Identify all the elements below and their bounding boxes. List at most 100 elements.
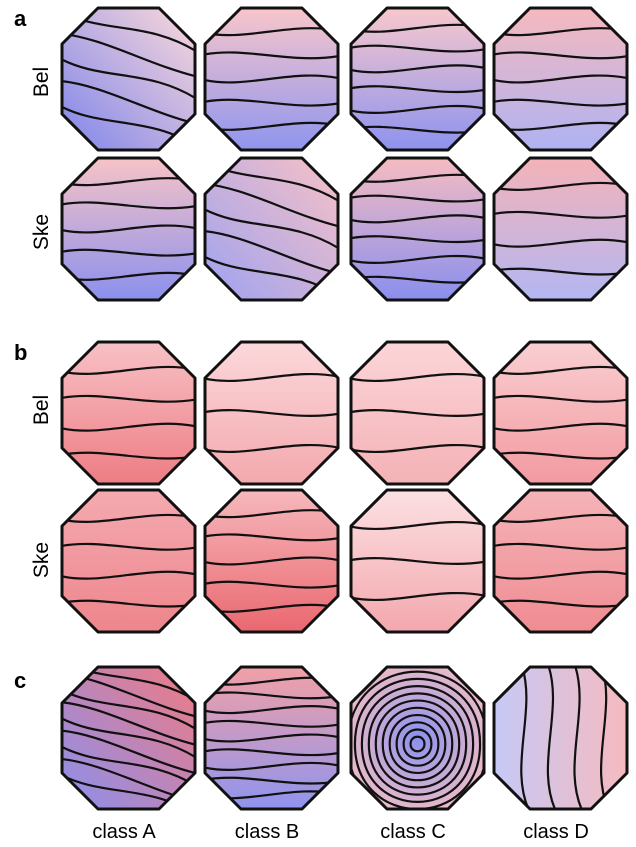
- topomap-a-r1-c3: [349, 6, 486, 152]
- column-label-class-d: class D: [523, 821, 589, 843]
- head-outline: [492, 488, 629, 634]
- head-outline: [60, 6, 197, 152]
- head-outline: [60, 156, 197, 302]
- contour-line: [367, 692, 468, 796]
- contour-line: [494, 98, 627, 107]
- head-outline: [203, 340, 340, 486]
- topomap-fill: [494, 490, 627, 632]
- contour-line: [62, 570, 195, 580]
- contour-lines: [205, 372, 338, 454]
- contour-line: [494, 570, 627, 580]
- column-label-class-a: class A: [92, 821, 156, 843]
- topomap-fill: [205, 158, 338, 300]
- topomap-a-r2-c3: [349, 156, 486, 302]
- contour-line: [62, 79, 195, 126]
- topomap-b-r2-c4: [492, 488, 629, 634]
- contour-line: [353, 677, 482, 809]
- contour-line: [205, 205, 338, 253]
- head-outline: [60, 488, 197, 634]
- contour-lines: [494, 365, 627, 460]
- contour-line: [205, 443, 338, 454]
- head-outline: [492, 340, 629, 486]
- contour-line: [205, 74, 338, 84]
- contour-line: [205, 761, 338, 771]
- contour-lines: [351, 372, 484, 454]
- topomap-fill: [351, 8, 484, 150]
- column-label-class-c: class C: [380, 821, 446, 843]
- contour-lines: [62, 365, 195, 460]
- head-outline: [349, 340, 486, 486]
- panel-letter-c: c: [14, 668, 26, 693]
- contour-line: [351, 214, 484, 224]
- topomap-fill: [62, 490, 195, 632]
- contour-line: [62, 599, 195, 608]
- head-outline: [349, 665, 486, 811]
- topomap-a-r1-c1: [60, 6, 197, 152]
- contour-line: [62, 714, 195, 762]
- contour-line: [205, 556, 338, 566]
- contour-line: [546, 667, 559, 809]
- contour-line: [62, 224, 195, 234]
- head-outline: [60, 665, 197, 811]
- contour-line: [205, 719, 338, 728]
- topomap-a-r2-c1: [60, 156, 197, 302]
- contour-lines: [351, 520, 484, 602]
- contour-line: [494, 267, 627, 276]
- topomap-c-r1-c4: [492, 665, 629, 811]
- topomap-b-r1-c2: [203, 340, 340, 486]
- head-outline: [60, 340, 197, 486]
- contour-line: [205, 733, 338, 743]
- contour-line: [351, 44, 484, 53]
- topomap-b-r1-c1: [60, 340, 197, 486]
- topomap-c-r1-c1: [60, 665, 197, 811]
- contour-line: [494, 422, 627, 432]
- contour-line: [351, 235, 484, 244]
- contour-line: [205, 580, 338, 589]
- contour-line: [62, 686, 195, 733]
- topomap-grid: [60, 6, 629, 811]
- contour-line: [351, 443, 484, 454]
- topomap-b-r2-c2: [203, 488, 340, 634]
- contour-line: [572, 667, 585, 809]
- topomap-fill: [494, 342, 627, 484]
- row-label-b-bel: Bel: [30, 395, 53, 425]
- contour-line: [494, 599, 627, 608]
- contour-line: [494, 365, 627, 375]
- contour-line: [381, 706, 454, 782]
- contour-line: [351, 372, 484, 383]
- contour-line: [351, 194, 484, 203]
- contour-line: [351, 591, 484, 602]
- contour-line: [351, 85, 484, 94]
- contour-line: [205, 748, 338, 757]
- topomap-fill: [351, 158, 484, 300]
- contour-line: [351, 520, 484, 531]
- contour-line: [360, 685, 475, 803]
- contour-line: [62, 365, 195, 375]
- topomap-b-r2-c3: [349, 488, 486, 634]
- head-outline: [203, 6, 340, 152]
- contour-line: [62, 542, 195, 551]
- contour-line: [374, 699, 461, 789]
- topomap-c-r1-c3: [349, 665, 486, 811]
- contour-line: [494, 74, 627, 84]
- contour-line: [205, 533, 338, 542]
- contour-line: [494, 394, 627, 403]
- contour-line: [62, 422, 195, 432]
- contour-line: [205, 776, 338, 785]
- panel-letter-a: a: [14, 6, 27, 31]
- contour-line: [395, 721, 440, 767]
- contour-line: [494, 513, 627, 523]
- head-outline: [203, 665, 340, 811]
- contour-line: [494, 238, 627, 248]
- contour-line: [62, 743, 195, 790]
- topomap-fill: [494, 158, 627, 300]
- contour-line: [205, 229, 338, 276]
- contour-line: [205, 372, 338, 383]
- contour-line: [205, 51, 338, 60]
- contour-line: [62, 394, 195, 403]
- row-label-a-ske: Ske: [30, 214, 53, 250]
- contour-line: [351, 409, 484, 417]
- contour-line: [519, 667, 532, 809]
- head-outline: [492, 156, 629, 302]
